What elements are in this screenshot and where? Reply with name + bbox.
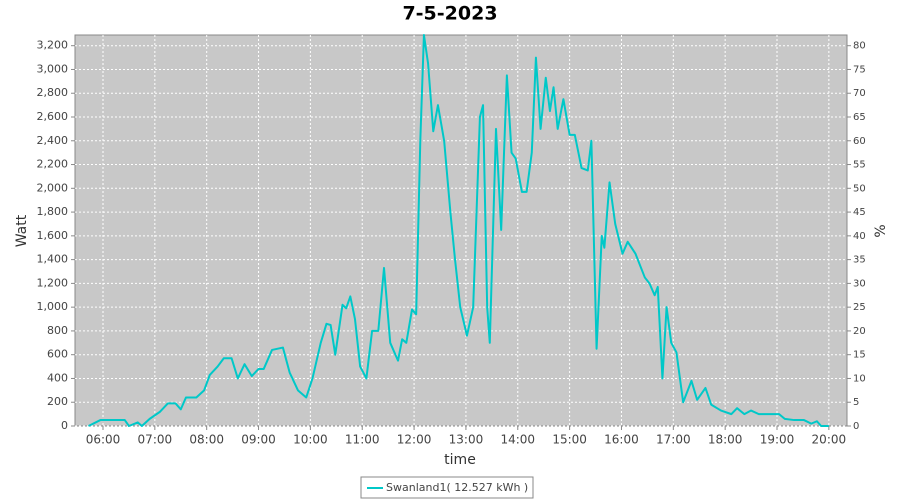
x-tick-label: 19:00 xyxy=(760,433,795,447)
y2-tick-label: 45 xyxy=(853,207,866,218)
x-tick-label: 11:00 xyxy=(345,433,380,447)
y2-tick-label: 65 xyxy=(853,112,866,123)
legend-label: Swanland1( 12.527 kWh ) xyxy=(386,481,528,494)
x-tick-label: 17:00 xyxy=(656,433,691,447)
y-tick-label: 3,200 xyxy=(37,39,69,52)
y2-tick-label: 5 xyxy=(853,397,859,408)
y-tick-label: 2,000 xyxy=(37,181,69,194)
y2-tick-label: 20 xyxy=(853,326,866,337)
y-tick-label: 2,600 xyxy=(37,110,69,123)
x-tick-label: 13:00 xyxy=(449,433,484,447)
data-line xyxy=(88,34,829,427)
x-tick-label: 15:00 xyxy=(552,433,587,447)
y2-tick-label: 70 xyxy=(853,88,866,99)
y-tick-label: 1,600 xyxy=(37,229,69,242)
chart-title: 7-5-2023 xyxy=(402,3,497,25)
y2-tick-label: 40 xyxy=(853,231,866,242)
x-tick-label: 14:00 xyxy=(500,433,535,447)
y-tick-label: 3,000 xyxy=(37,62,69,75)
y2-tick-label: 35 xyxy=(853,255,866,266)
y-tick-label: 2,800 xyxy=(37,86,69,99)
x-tick-label: 09:00 xyxy=(241,433,276,447)
y-tick-label: 600 xyxy=(47,348,68,361)
y-tick-label: 1,000 xyxy=(37,300,69,313)
y2-tick-label: 50 xyxy=(853,183,866,194)
y2-tick-label: 80 xyxy=(853,41,866,52)
y-tick-label: 800 xyxy=(47,324,68,337)
y-tick-label: 400 xyxy=(47,371,68,384)
x-tick-label: 16:00 xyxy=(604,433,639,447)
y-tick-label: 1,400 xyxy=(37,253,69,266)
y-tick-label: 0 xyxy=(61,419,68,432)
y-tick-label: 2,400 xyxy=(37,134,69,147)
y-tick-label: 1,800 xyxy=(37,205,69,218)
y2-tick-label: 0 xyxy=(853,421,859,432)
x-tick-label: 08:00 xyxy=(189,433,224,447)
y-tick-label: 200 xyxy=(47,395,68,408)
x-tick-label: 10:00 xyxy=(293,433,328,447)
y2-tick-label: 55 xyxy=(853,160,866,171)
y2-tick-label: 10 xyxy=(853,373,866,384)
x-axis-title: time xyxy=(444,452,476,468)
y2-tick-label: 75 xyxy=(853,64,866,75)
x-tick-label: 07:00 xyxy=(138,433,173,447)
plot-area xyxy=(74,34,848,427)
y2-axis-title: % xyxy=(873,224,889,237)
x-tick-label: 20:00 xyxy=(812,433,847,447)
y2-tick-label: 60 xyxy=(853,136,866,147)
x-tick-label: 06:00 xyxy=(86,433,121,447)
y2-tick-label: 30 xyxy=(853,278,866,289)
x-tick-label: 18:00 xyxy=(708,433,743,447)
y2-tick-label: 15 xyxy=(853,350,866,361)
x-tick-label: 12:00 xyxy=(397,433,432,447)
y2-tick-label: 25 xyxy=(853,302,866,313)
y-tick-label: 1,200 xyxy=(37,276,69,289)
y-tick-label: 2,200 xyxy=(37,158,69,171)
legend-box xyxy=(360,476,534,499)
y-axis-title: Watt xyxy=(14,214,30,247)
